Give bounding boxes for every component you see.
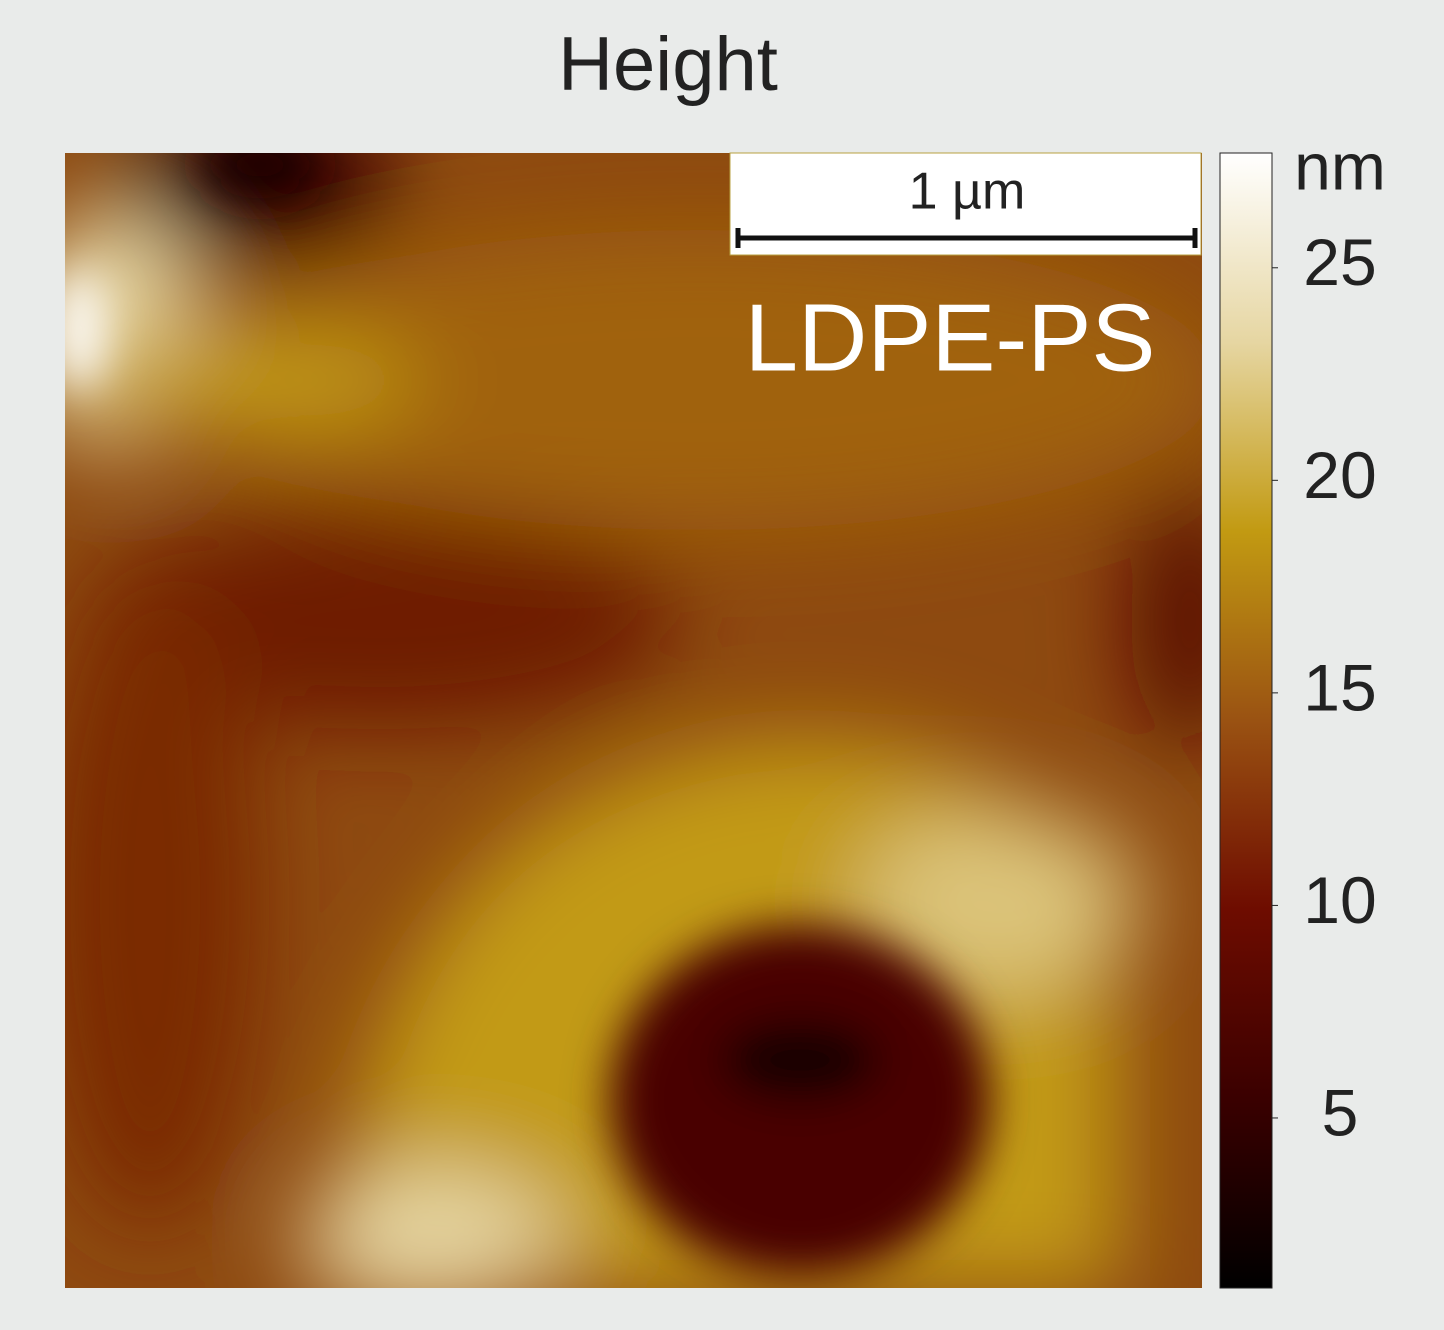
scale-bar: [735, 228, 1198, 248]
sample-label: LDPE-PS: [745, 284, 1156, 391]
colorbar: [1219, 152, 1273, 1289]
colorbar-tick-label: 25: [1303, 225, 1376, 299]
chart-title: Height: [558, 22, 778, 107]
colorbar-tick-label: 5: [1322, 1075, 1359, 1149]
colorbar-tick-label: 10: [1303, 863, 1376, 937]
colorbar-tick-label: 20: [1303, 438, 1376, 512]
colorbar-unit: nm: [1294, 129, 1386, 203]
scale-bar-label: 1 µm: [909, 163, 1026, 221]
height-image: [65, 153, 1202, 1288]
colorbar-tick-label: 15: [1303, 650, 1376, 724]
